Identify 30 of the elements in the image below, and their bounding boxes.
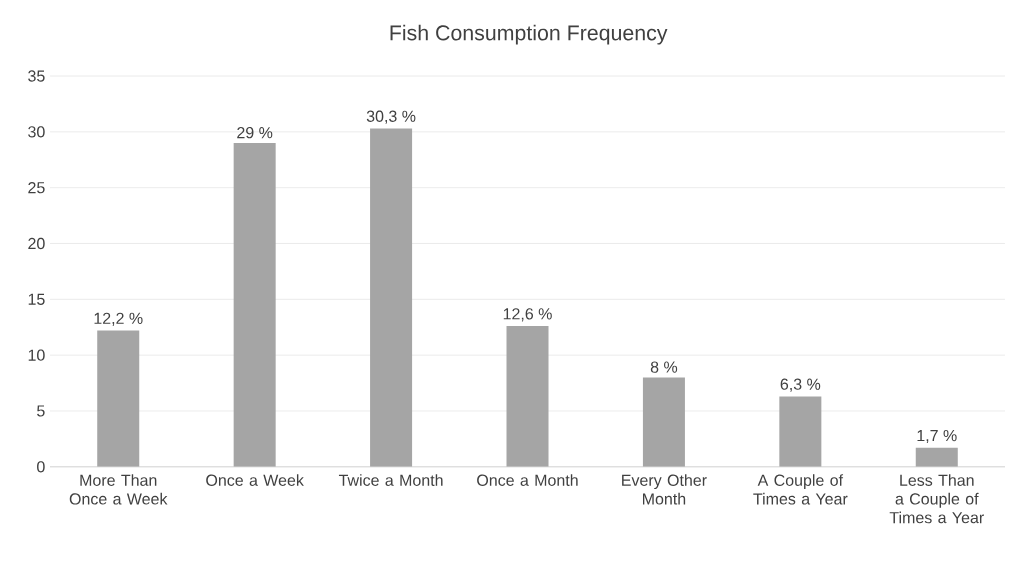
y-tick-label: 15 bbox=[28, 293, 45, 305]
data-label: 8 % bbox=[650, 361, 678, 373]
data-label: 12,2 % bbox=[94, 312, 143, 326]
data-label: 1,7 % bbox=[917, 430, 957, 444]
data-label: 30,3 % bbox=[366, 110, 416, 124]
x-tick-label: A Couple of Times a Year bbox=[753, 474, 848, 505]
bar bbox=[642, 377, 685, 467]
y-tick-label: 35 bbox=[28, 70, 45, 82]
x-tick-label: More Than Once a Week bbox=[69, 474, 168, 505]
x-tick-label: Less Than a Couple of Times a Year bbox=[889, 474, 984, 524]
bar bbox=[370, 128, 413, 467]
y-tick-label: 0 bbox=[37, 461, 45, 473]
bar bbox=[97, 330, 140, 467]
x-tick-label: Every Other Month bbox=[622, 474, 707, 505]
x-tick-label: Once a Week bbox=[206, 474, 304, 487]
bar bbox=[506, 326, 549, 467]
data-label: 12,6 % bbox=[503, 308, 552, 322]
data-label: 6,3 % bbox=[780, 378, 821, 392]
chart-title: Fish Consumption Frequency bbox=[390, 24, 668, 45]
x-tick-label: Twice a Month bbox=[338, 474, 443, 487]
y-tick-label: 30 bbox=[28, 126, 45, 138]
y-tick-label: 20 bbox=[28, 237, 45, 250]
bar bbox=[779, 396, 822, 467]
data-label: 29 % bbox=[237, 127, 273, 139]
x-tick-label: Once a Month bbox=[477, 474, 578, 487]
y-tick-label: 25 bbox=[28, 182, 45, 194]
bar bbox=[233, 143, 276, 467]
bar bbox=[915, 447, 958, 467]
y-tick-label: 10 bbox=[28, 349, 45, 361]
y-tick-label: 5 bbox=[37, 405, 45, 417]
